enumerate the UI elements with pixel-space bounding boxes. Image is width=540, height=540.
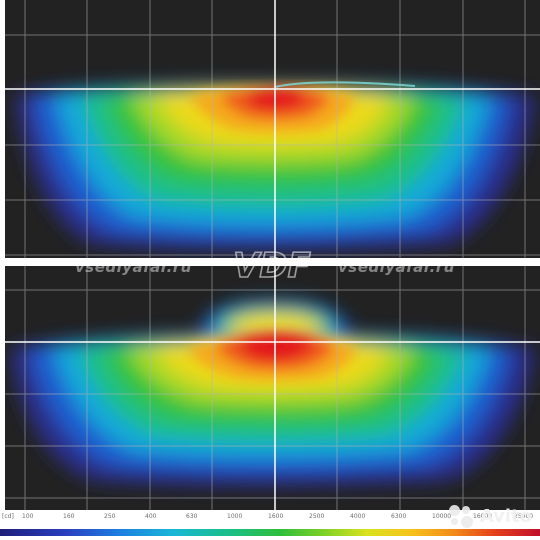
avito-badge: Avito xyxy=(448,503,532,529)
scale-tick-labels: [cd] 100 160 250 400 630 1000 1600 2500 4000 6300… xyxy=(0,511,540,525)
watermark-site-right: vsedlyafar.ru xyxy=(338,258,455,276)
beam-pattern-top xyxy=(5,0,540,258)
avito-logo-icon xyxy=(448,503,474,529)
watermark-logo: VDF xyxy=(232,246,311,286)
scale-tick-label: 400 xyxy=(145,513,157,520)
watermark-site-left: vsedlyafar.ru xyxy=(75,258,192,276)
scale-color-bar xyxy=(0,529,540,536)
scale-tick-label: 16000 xyxy=(473,513,493,520)
watermark-logo-text: VDF xyxy=(233,246,311,286)
scale-tick-label: 2500 xyxy=(309,513,325,520)
scale-tick-label: 630 xyxy=(186,513,198,520)
scale-tick-label: 100 xyxy=(22,513,34,520)
scale-tick-label: 250 xyxy=(104,513,116,520)
scale-tick-label: 6300 xyxy=(391,513,407,520)
scale-tick-label: 160 xyxy=(63,513,75,520)
scale-unit-label: [cd] xyxy=(2,513,14,520)
scale-tick-label: 1000 xyxy=(227,513,243,520)
scale-tick-label: 25000 xyxy=(514,513,534,520)
beam-pattern-bottom-image xyxy=(5,266,540,510)
beam-pattern-bottom xyxy=(5,266,540,510)
beam-pattern-top-image xyxy=(5,0,540,258)
intensity-scale: [cd] 100 160 250 400 630 1000 1600 2500 4000 6300… xyxy=(0,510,540,540)
avito-label: Avito xyxy=(479,505,532,527)
scale-tick-label: 4000 xyxy=(350,513,366,520)
scale-tick-label: 1600 xyxy=(268,513,284,520)
scale-tick-label: 10000 xyxy=(432,513,452,520)
